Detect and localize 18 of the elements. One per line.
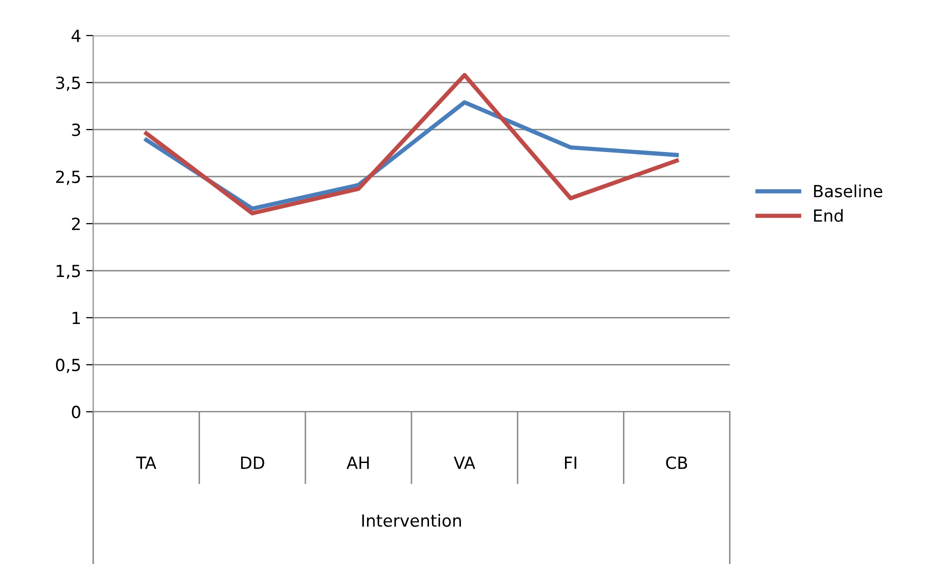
y-tick-label: 0 bbox=[72, 406, 80, 418]
y-tick-label: 2,5 bbox=[56, 170, 80, 185]
y-tick-label: 2 bbox=[72, 218, 80, 230]
legend-label: Baseline bbox=[814, 184, 882, 198]
x-tick-label: FI bbox=[565, 456, 576, 469]
y-tick-label: 1,5 bbox=[56, 264, 80, 279]
legend-label: End bbox=[814, 208, 843, 222]
x-tick-label: AH bbox=[346, 456, 369, 469]
y-tick-label: 3,5 bbox=[56, 76, 80, 91]
x-tick-label: VA bbox=[454, 456, 476, 469]
y-tick-label: 4 bbox=[72, 30, 80, 42]
y-tick-label: 3 bbox=[72, 124, 80, 136]
y-tick-label: 0,5 bbox=[56, 358, 80, 373]
x-tick-label: TA bbox=[136, 456, 156, 469]
x-tick-label: DD bbox=[241, 456, 264, 469]
y-tick-label: 1 bbox=[72, 312, 80, 324]
x-axis-title: Intervention bbox=[362, 514, 461, 527]
x-tick-label: CB bbox=[666, 456, 688, 470]
